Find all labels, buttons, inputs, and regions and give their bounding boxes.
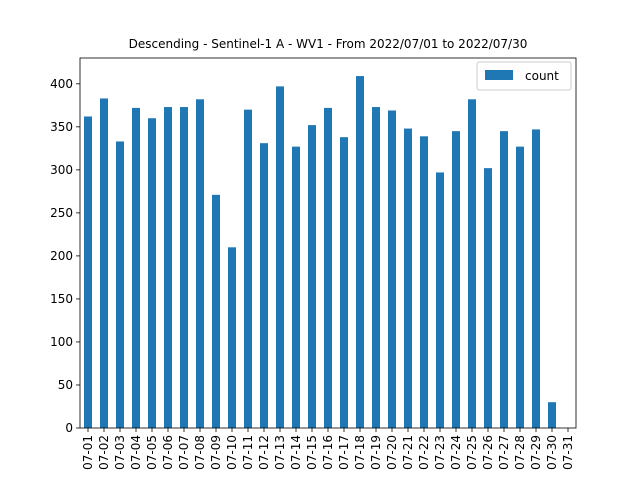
x-tick-label: 07-31 <box>561 435 575 470</box>
x-tick-label: 07-30 <box>545 435 559 470</box>
bar-07-04 <box>132 107 140 428</box>
x-tick-label: 07-19 <box>369 435 383 470</box>
bar-07-07 <box>180 107 188 428</box>
bars-group <box>84 76 556 429</box>
x-tick-label: 07-12 <box>257 435 271 470</box>
bar-07-15 <box>308 125 316 429</box>
bar-07-16 <box>324 107 332 428</box>
x-tick-label: 07-28 <box>513 435 527 470</box>
x-tick-label: 07-29 <box>529 435 543 470</box>
bar-07-28 <box>516 146 524 428</box>
x-tick-label: 07-23 <box>433 435 447 470</box>
x-tick-label: 07-16 <box>321 435 335 470</box>
y-tick-label: 0 <box>65 421 73 435</box>
legend-swatch <box>485 70 513 80</box>
bar-07-10 <box>228 247 236 428</box>
bar-07-01 <box>84 116 92 428</box>
bar-07-26 <box>484 168 492 429</box>
chart-title: Descending - Sentinel-1 A - WV1 - From 2… <box>129 37 528 51</box>
bar-07-25 <box>468 99 476 429</box>
x-tick-label: 07-13 <box>273 435 287 470</box>
y-tick-label: 100 <box>50 335 73 349</box>
y-tick-label: 350 <box>50 120 73 134</box>
bar-07-30 <box>548 402 556 428</box>
bar-07-29 <box>532 129 540 428</box>
y-tick-label: 200 <box>50 249 73 263</box>
bar-07-27 <box>500 131 508 429</box>
x-tick-label: 07-25 <box>465 435 479 470</box>
x-tick-label: 07-26 <box>481 435 495 470</box>
x-tick-label: 07-01 <box>81 435 95 470</box>
bar-07-13 <box>276 86 284 428</box>
x-tick-label: 07-20 <box>385 435 399 470</box>
bar-07-09 <box>212 194 220 428</box>
x-tick-label: 07-04 <box>129 435 143 470</box>
bar-07-24 <box>452 131 460 429</box>
bar-07-11 <box>244 109 252 429</box>
x-tick-label: 07-14 <box>289 435 303 470</box>
bar-07-03 <box>116 141 124 428</box>
plot-frame <box>79 57 577 429</box>
legend-label: count <box>525 69 559 83</box>
x-axis: 07-01 07-02 07-03 07-04 07-05 07-06 07-07 07-08… <box>81 428 575 470</box>
bar-07-06 <box>164 107 172 428</box>
x-tick-label: 07-17 <box>337 435 351 470</box>
x-tick-label: 07-02 <box>97 435 111 470</box>
x-tick-label: 07-09 <box>209 435 223 470</box>
bar-07-22 <box>420 136 428 429</box>
x-tick-label: 07-21 <box>401 435 415 470</box>
x-tick-label: 07-05 <box>145 435 159 470</box>
bar-07-21 <box>404 128 412 428</box>
y-tick-label: 50 <box>58 378 73 392</box>
bar-07-08 <box>196 99 204 429</box>
bar-07-05 <box>148 118 156 429</box>
x-tick-label: 07-07 <box>177 435 191 470</box>
y-axis: 0 50 100 150 200 250 300 350 400 <box>50 77 80 435</box>
legend: count <box>476 61 572 91</box>
x-tick-label: 07-24 <box>449 435 463 470</box>
y-tick-label: 300 <box>50 163 73 177</box>
legend-frame <box>476 61 572 91</box>
y-tick-label: 150 <box>50 292 73 306</box>
bar-07-12 <box>260 143 268 429</box>
x-tick-label: 07-11 <box>241 435 255 470</box>
x-tick-label: 07-15 <box>305 435 319 470</box>
bar-07-20 <box>388 110 396 428</box>
x-tick-label: 07-08 <box>193 435 207 470</box>
x-tick-label: 07-27 <box>497 435 511 470</box>
x-tick-label: 07-22 <box>417 435 431 470</box>
bar-07-17 <box>340 137 348 429</box>
y-tick-label: 250 <box>50 206 73 220</box>
bar-07-23 <box>436 172 444 428</box>
x-tick-label: 07-03 <box>113 435 127 470</box>
x-tick-label: 07-06 <box>161 435 175 470</box>
bar-07-02 <box>100 98 108 428</box>
x-tick-label: 07-18 <box>353 435 367 470</box>
y-tick-label: 400 <box>50 77 73 91</box>
bar-07-14 <box>292 146 300 428</box>
bar-07-18 <box>356 76 364 429</box>
bar-07-19 <box>372 107 380 428</box>
x-tick-label: 07-10 <box>225 435 239 470</box>
